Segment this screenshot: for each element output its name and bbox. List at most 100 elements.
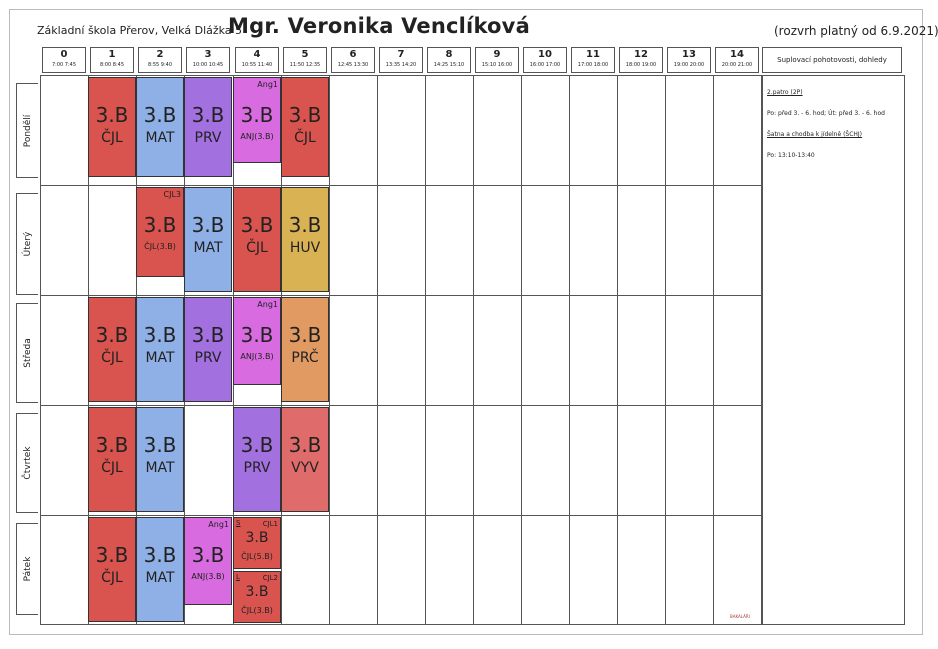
lesson-group: CJL3 xyxy=(163,190,182,199)
note-line: Po: 13:10-13:40 xyxy=(767,152,815,159)
lesson-class: 3.B xyxy=(245,530,269,546)
period-number: 1 xyxy=(108,49,116,60)
lesson-subject: PRV xyxy=(194,130,222,146)
period-number: 5 xyxy=(301,49,309,60)
period-number: 12 xyxy=(634,49,648,60)
lesson-cell[interactable]: 3.B ČJL xyxy=(281,77,329,177)
lesson-group: CJL2 xyxy=(262,574,278,582)
period-number: 2 xyxy=(156,49,164,60)
period-header: 3 10:00 10:45 xyxy=(186,47,230,73)
day-label: Středa xyxy=(16,303,38,403)
period-header: 0 7:00 7:45 xyxy=(42,47,86,73)
lesson-cell[interactable]: 3.B PRČ xyxy=(281,297,329,402)
day-label: Pondělí xyxy=(16,83,38,178)
lesson-class: 3.B xyxy=(288,213,322,237)
lesson-subject: ČJL xyxy=(101,350,123,366)
period-header: 13 19:00 20:00 xyxy=(667,47,711,73)
lesson-subject: PRV xyxy=(194,350,222,366)
grid-column-line xyxy=(329,75,330,625)
period-number: 7 xyxy=(397,49,405,60)
lesson-class: 3.B xyxy=(288,103,322,127)
period-header: 8 14:25 15:10 xyxy=(427,47,471,73)
notes-panel: 2.patro (2P) Po: před 3. - 6. hod; Út: p… xyxy=(762,75,905,625)
period-time: 11:50 12:35 xyxy=(289,62,321,68)
day-label: Úterý xyxy=(16,193,38,295)
period-header: 14 20:00 21:00 xyxy=(715,47,759,73)
page-frame xyxy=(9,9,923,635)
lesson-cell[interactable]: 3.B PRV xyxy=(184,77,232,177)
lesson-group: Ang1 xyxy=(257,80,278,89)
timetable-grid xyxy=(40,75,762,625)
lesson-cell[interactable]: 3.B MAT xyxy=(136,77,184,177)
lesson-subject: MAT xyxy=(193,240,223,256)
lesson-group: CJL1 xyxy=(262,520,278,528)
lesson-class: 3.B xyxy=(240,213,274,237)
lesson-subject: ANJ(3.B) xyxy=(240,132,274,141)
lesson-class: 3.B xyxy=(240,323,274,347)
period-time: 18:00 19:00 xyxy=(625,62,657,68)
period-time: 10:55 11:40 xyxy=(241,62,273,68)
lesson-cell[interactable]: CJL1 3.B ČJL(5.B) S xyxy=(233,517,281,569)
lesson-cell[interactable]: 3.B PRV xyxy=(233,407,281,512)
lesson-cell[interactable]: CJL3 3.B ČJL(3.B) xyxy=(136,187,184,277)
period-header: 12 18:00 19:00 xyxy=(619,47,663,73)
period-number: 10 xyxy=(538,49,552,60)
period-time: 17:00 18:00 xyxy=(577,62,609,68)
grid-row-line xyxy=(40,185,762,186)
day-name: Úterý xyxy=(22,231,33,257)
lesson-class: 3.B xyxy=(191,103,225,127)
lesson-cell[interactable]: 3.B ČJL xyxy=(88,517,136,622)
period-time: 8:55 9:40 xyxy=(147,62,173,68)
grid-column-line xyxy=(617,75,618,625)
lesson-group: Ang1 xyxy=(208,520,229,529)
note-line: Po: před 3. - 6. hod; Út: před 3. - 6. h… xyxy=(767,110,885,117)
lesson-cell[interactable]: 3.B HUV xyxy=(281,187,329,292)
period-time: 7:00 7:45 xyxy=(51,62,77,68)
lesson-cell[interactable]: 3.B ČJL xyxy=(88,77,136,177)
lesson-cell[interactable]: 3.B VYV xyxy=(281,407,329,512)
lesson-cell[interactable]: 3.B ČJL xyxy=(88,297,136,402)
period-number: 8 xyxy=(445,49,453,60)
lesson-subject: ČJL(3.B) xyxy=(144,242,176,251)
period-number: 14 xyxy=(730,49,744,60)
note-line: Šatna a chodba k jídelně (ŠCHJ) xyxy=(767,131,863,138)
lesson-cell[interactable]: 3.B MAT xyxy=(136,517,184,622)
lesson-cell[interactable]: CJL2 3.B ČJL(3.B) L xyxy=(233,571,281,623)
lesson-subject: PRČ xyxy=(291,350,319,366)
lesson-class: 3.B xyxy=(288,433,322,457)
lesson-cell[interactable]: 3.B PRV xyxy=(184,297,232,402)
period-header: 1 8:00 8:45 xyxy=(90,47,134,73)
lesson-cell[interactable]: Ang1 3.B ANJ(3.B) xyxy=(184,517,232,605)
day-label: Čtvrtek xyxy=(16,413,38,513)
lesson-subject: PRV xyxy=(243,460,271,476)
lesson-flag: L xyxy=(236,573,240,581)
grid-column-line xyxy=(425,75,426,625)
grid-column-line xyxy=(569,75,570,625)
lesson-cell[interactable]: 3.B ČJL xyxy=(88,407,136,512)
lesson-subject: VYV xyxy=(291,460,319,476)
period-header: 5 11:50 12:35 xyxy=(283,47,327,73)
lesson-subject: ČJL xyxy=(101,460,123,476)
lesson-class: 3.B xyxy=(95,103,129,127)
day-name: Pondělí xyxy=(22,114,33,147)
lesson-class: 3.B xyxy=(143,543,177,567)
period-number: 3 xyxy=(204,49,212,60)
period-header: 4 10:55 11:40 xyxy=(235,47,279,73)
lesson-cell[interactable]: 3.B MAT xyxy=(184,187,232,292)
lesson-cell[interactable]: Ang1 3.B ANJ(3.B) xyxy=(233,297,281,385)
lesson-class: 3.B xyxy=(143,433,177,457)
lesson-cell[interactable]: 3.B MAT xyxy=(136,297,184,402)
lesson-cell[interactable]: 3.B ČJL xyxy=(233,187,281,292)
grid-column-line xyxy=(665,75,666,625)
period-header: 6 12:45 13:30 xyxy=(331,47,375,73)
lesson-cell[interactable]: 3.B MAT xyxy=(136,407,184,512)
lesson-class: 3.B xyxy=(191,323,225,347)
lesson-subject: ČJL xyxy=(246,240,268,256)
lesson-class: 3.B xyxy=(143,213,177,237)
lesson-group: Ang1 xyxy=(257,300,278,309)
period-number: 9 xyxy=(493,49,501,60)
grid-column-line xyxy=(713,75,714,625)
lesson-subject: MAT xyxy=(145,570,175,586)
period-number: 4 xyxy=(253,49,261,60)
lesson-cell[interactable]: Ang1 3.B ANJ(3.B) xyxy=(233,77,281,163)
